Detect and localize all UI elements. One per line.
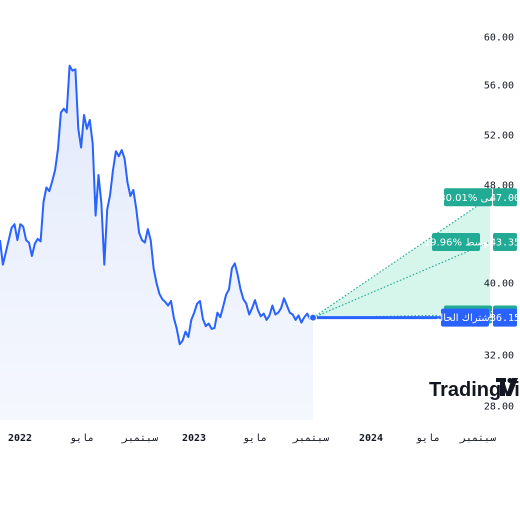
- x-tick-label: مايو: [70, 433, 94, 444]
- forecast-high-label-bg: [444, 188, 492, 207]
- tradingview-logo-icon: [496, 378, 518, 396]
- forecast-high-value: 47.00: [490, 193, 520, 204]
- forecast-average-value-bg: [493, 232, 517, 251]
- forecast-current-value: 36.15: [490, 313, 520, 324]
- price-series-line: [0, 64, 314, 346]
- forecast-current-value-bg: [493, 308, 517, 327]
- forecast-average-line: [312, 241, 491, 319]
- last-price-point: [309, 313, 317, 322]
- x-tick-label: مايو: [243, 433, 267, 444]
- forecast-high-value-bg: [493, 188, 517, 207]
- forecast-current-label: الاشتراك الحالي: [432, 313, 498, 324]
- x-tick-label: مايو: [416, 433, 440, 444]
- tradingview-logo[interactable]: TradingView: [429, 378, 520, 401]
- forecast-range-area: [313, 197, 490, 318]
- y-tick-label: 40.00: [484, 279, 514, 290]
- y-tick-label: 52.00: [484, 131, 514, 142]
- x-tick-label: سبتمبر: [121, 433, 158, 444]
- forecast-current-label-bg: [441, 308, 489, 327]
- y-tick-label: 56.00: [484, 81, 514, 92]
- x-tick-label: 2022: [8, 433, 32, 444]
- forecast-high-line: [312, 196, 491, 319]
- x-tick-label: 2023: [182, 433, 206, 444]
- tradingview-logo-text: TradingView: [429, 379, 520, 401]
- forecast-average-value: 43.35: [490, 237, 520, 248]
- forecast-average-label-bg: [432, 232, 480, 251]
- y-tick-label: 28.00: [484, 402, 514, 413]
- y-tick-label: 60.00: [484, 33, 514, 44]
- x-tick-label: 2024: [359, 433, 383, 444]
- y-tick-label: 32.00: [484, 351, 514, 362]
- x-tick-label: سبتمبر: [292, 433, 329, 444]
- forecast-high-label: +30.01% أقصى: [431, 191, 505, 204]
- forecast-average-label: +19.96% متوسط: [415, 237, 496, 248]
- x-tick-label: سبتمبر: [459, 433, 496, 444]
- y-tick-label: 48.00: [484, 181, 514, 192]
- price-area-fill: [0, 65, 313, 421]
